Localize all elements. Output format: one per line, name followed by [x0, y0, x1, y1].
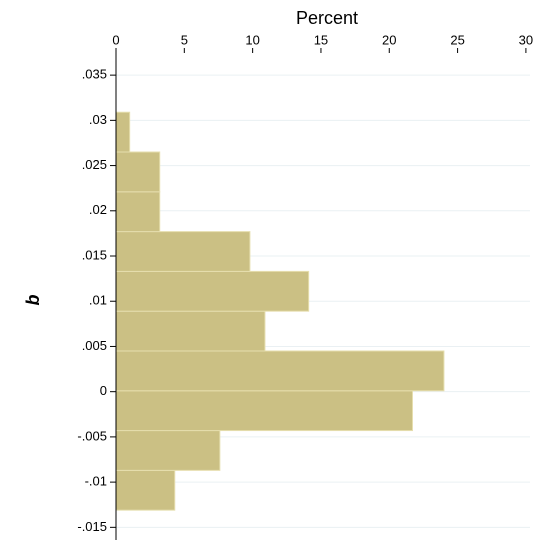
bar	[115, 231, 251, 272]
bar	[115, 430, 221, 471]
y-tick-label: -.01	[85, 474, 107, 489]
y-tick-label: .02	[89, 202, 107, 217]
y-tick-label: .035	[82, 67, 107, 82]
x-tick-label: 5	[181, 32, 188, 47]
y-tick-label: .005	[82, 338, 107, 353]
x-tick-label: 0	[112, 32, 119, 47]
bar	[115, 151, 161, 193]
x-tick-label: 20	[382, 32, 396, 47]
bar	[115, 111, 131, 153]
bar	[115, 469, 176, 511]
y-tick-label: 0	[100, 383, 107, 398]
bar	[115, 310, 266, 352]
y-tick-label: -.015	[77, 519, 107, 534]
y-axis-title: b	[23, 295, 43, 306]
x-tick-label: 10	[245, 32, 259, 47]
y-tick-label: .015	[82, 247, 107, 262]
x-axis-title: Percent	[296, 8, 358, 28]
y-tick-label: .01	[89, 293, 107, 308]
y-tick-label: .03	[89, 112, 107, 127]
y-tick-label: -.005	[77, 428, 107, 443]
x-tick-label: 15	[314, 32, 328, 47]
x-tick-label: 25	[450, 32, 464, 47]
bar	[115, 390, 413, 432]
y-tick-label: .025	[82, 157, 107, 172]
bar	[115, 270, 310, 312]
bar	[115, 350, 445, 392]
x-tick-label: 30	[519, 32, 533, 47]
bar	[115, 191, 161, 233]
